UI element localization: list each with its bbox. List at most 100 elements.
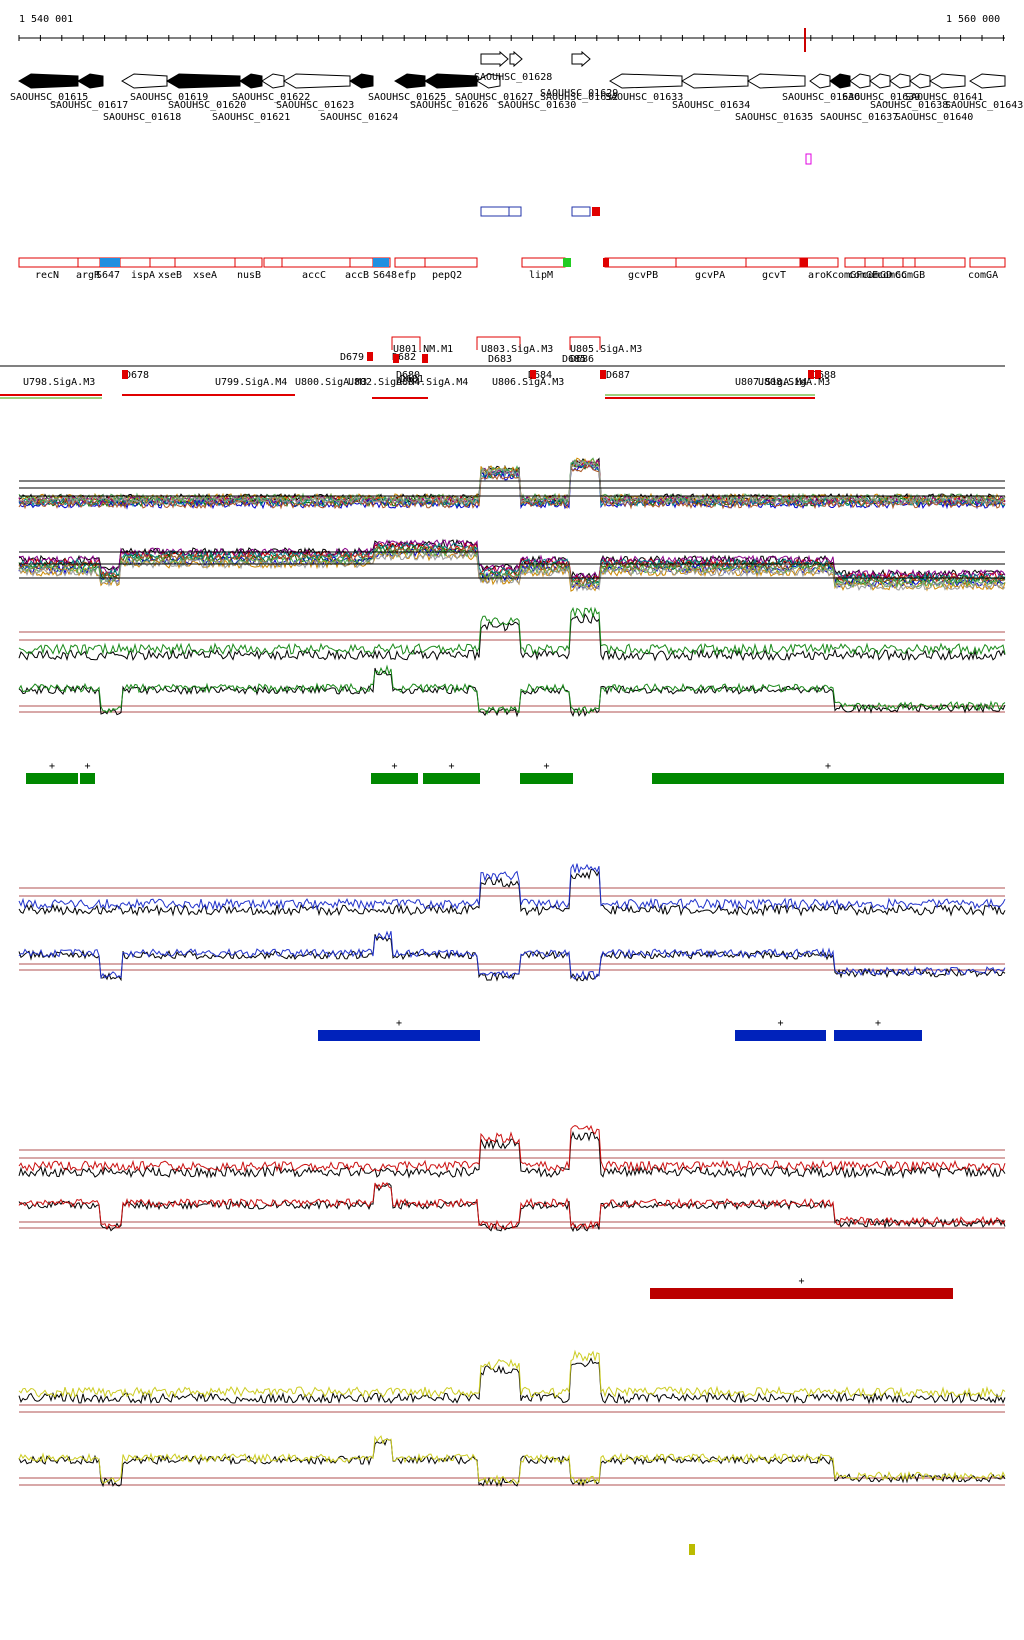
gene-label: SAOUHSC_01640 <box>895 112 973 123</box>
feature-d-label: D688 <box>812 370 836 381</box>
feature-top-label: U803.SigA.M3 <box>481 344 553 355</box>
gene-arrow <box>909 73 931 89</box>
gene-name-label: gcvT <box>762 270 786 281</box>
annotation-box <box>77 257 101 268</box>
segment-mark: + <box>825 761 831 772</box>
annotation-box <box>675 257 747 268</box>
gene-label-track: SAOUHSC_01615SAOUHSC_01617SAOUHSC_01618S… <box>10 72 1023 123</box>
gene-name-label: xseB <box>158 270 182 281</box>
gene-label-top: SAOUHSC_01628 <box>474 72 552 83</box>
red-box-1 <box>592 207 600 216</box>
gene-label: SAOUHSC_01622 <box>232 92 310 103</box>
segment-mark: + <box>85 761 91 772</box>
segment-bar <box>652 773 1004 784</box>
expression-trace <box>18 551 1006 593</box>
gene-name-label: gcvPA <box>695 270 725 281</box>
gene-label: SAOUHSC_01624 <box>320 112 398 123</box>
annotation-box <box>882 257 904 268</box>
gene-label: SAOUHSC_01633 <box>605 92 683 103</box>
gene-name-label: comGD <box>862 270 892 281</box>
blue-box-2 <box>508 206 522 217</box>
feature-bottom-label: U799.SigA.M4 <box>215 377 287 388</box>
feature-bottom-label: U806.SigA.M3 <box>492 377 564 388</box>
blue-box-1 <box>480 206 510 217</box>
gene-name-label: gcvPB <box>628 270 658 281</box>
segment-mark: + <box>49 761 55 772</box>
feature-marker <box>393 354 399 363</box>
feature-track: U801.NM.M1 U803.SigA.M3 U805.SigA.M3 D678 D6… <box>0 336 1005 399</box>
expression-trace <box>18 459 1006 506</box>
gene-arrow <box>394 73 426 89</box>
gene-arrow <box>609 73 683 89</box>
magenta-marker <box>805 153 812 165</box>
feature-bottom-label: U807.SigA.M4 <box>735 377 807 388</box>
expression-trace <box>18 542 1006 584</box>
gene-name-label: recN <box>35 270 59 281</box>
segment-mark: + <box>392 761 398 772</box>
expression-trace <box>18 930 1006 981</box>
feature-d-label: D681 <box>400 374 424 385</box>
segment-bar <box>423 773 480 784</box>
expression-trace <box>18 538 1006 581</box>
gene-arrow <box>476 73 501 89</box>
expression-trace <box>18 464 1006 510</box>
feature-bracket <box>391 336 421 350</box>
gene-label: SAOUHSC_01615 <box>10 92 88 103</box>
annotation-box <box>844 257 866 268</box>
gene-arrow-forward <box>480 50 509 68</box>
expression-trace <box>18 664 1006 716</box>
gene-arrow <box>809 73 831 89</box>
annotation-box-highlight <box>373 258 389 267</box>
annotation-box <box>864 257 884 268</box>
gene-label: SAOUHSC_01618 <box>103 112 181 123</box>
gene-name-label: comGE <box>848 270 878 281</box>
feature-bottom-label: U800.SigA.M3 <box>295 377 367 388</box>
gene-name-label: xseA <box>193 270 217 281</box>
gene-label: SAOUHSC_01621 <box>212 112 290 123</box>
feature-bottom-label: U798.SigA.M3 <box>23 377 95 388</box>
annotation-box <box>424 257 478 268</box>
gene-label: SAOUHSC_01643 <box>945 100 1023 111</box>
feature-bracket <box>476 336 521 350</box>
feature-marker <box>422 354 428 363</box>
gene-arrow <box>121 73 168 89</box>
gene-name-label: aroK <box>808 270 832 281</box>
annotation-box <box>394 257 426 268</box>
expression-trace <box>18 863 1006 911</box>
gene-label: SAOUHSC_01636 <box>782 92 860 103</box>
segment-mark: + <box>396 1018 402 1029</box>
expression-trace <box>18 1182 1006 1233</box>
segment-bar <box>26 773 78 784</box>
feature-bottom-label: U808.SigA.M3 <box>758 377 830 388</box>
feature-top-label: U801.NM.M1 <box>393 344 453 355</box>
coord-end-label: 1 560 000 <box>946 14 1000 25</box>
gene-name-label: comGA <box>968 270 998 281</box>
gene-label: SAOUHSC_01641 <box>905 92 983 103</box>
segment-mark: + <box>875 1018 881 1029</box>
feature-marker <box>815 370 821 379</box>
annotation-box <box>969 257 1006 268</box>
gene-label: SAOUHSC_01620 <box>168 100 246 111</box>
annotation-box <box>902 257 916 268</box>
gene-arrow <box>929 73 966 89</box>
gene-track <box>18 50 1006 89</box>
gene-label: SAOUHSC_01634 <box>672 100 750 111</box>
annotation-box <box>349 257 374 268</box>
gene-label: SAOUHSC_01619 <box>130 92 208 103</box>
gene-arrow <box>349 73 374 89</box>
annotation-box-highlight <box>603 258 609 267</box>
annotation-box <box>281 257 351 268</box>
feature-d-label: D685 <box>562 354 586 365</box>
expression-tracks: + + + + + + + + + + <box>18 457 1006 1555</box>
feature-d-label: D684 <box>528 370 552 381</box>
gene-arrow <box>166 73 241 89</box>
gene-label: SAOUHSC_01625 <box>368 92 446 103</box>
expression-trace <box>18 612 1006 662</box>
expression-trace <box>18 544 1006 588</box>
annotation-box <box>119 257 151 268</box>
gene-name-label: accC <box>302 270 326 281</box>
gene-label: SAOUHSC_01630 <box>498 100 576 111</box>
expression-trace <box>18 868 1006 917</box>
gene-arrow <box>283 73 351 89</box>
